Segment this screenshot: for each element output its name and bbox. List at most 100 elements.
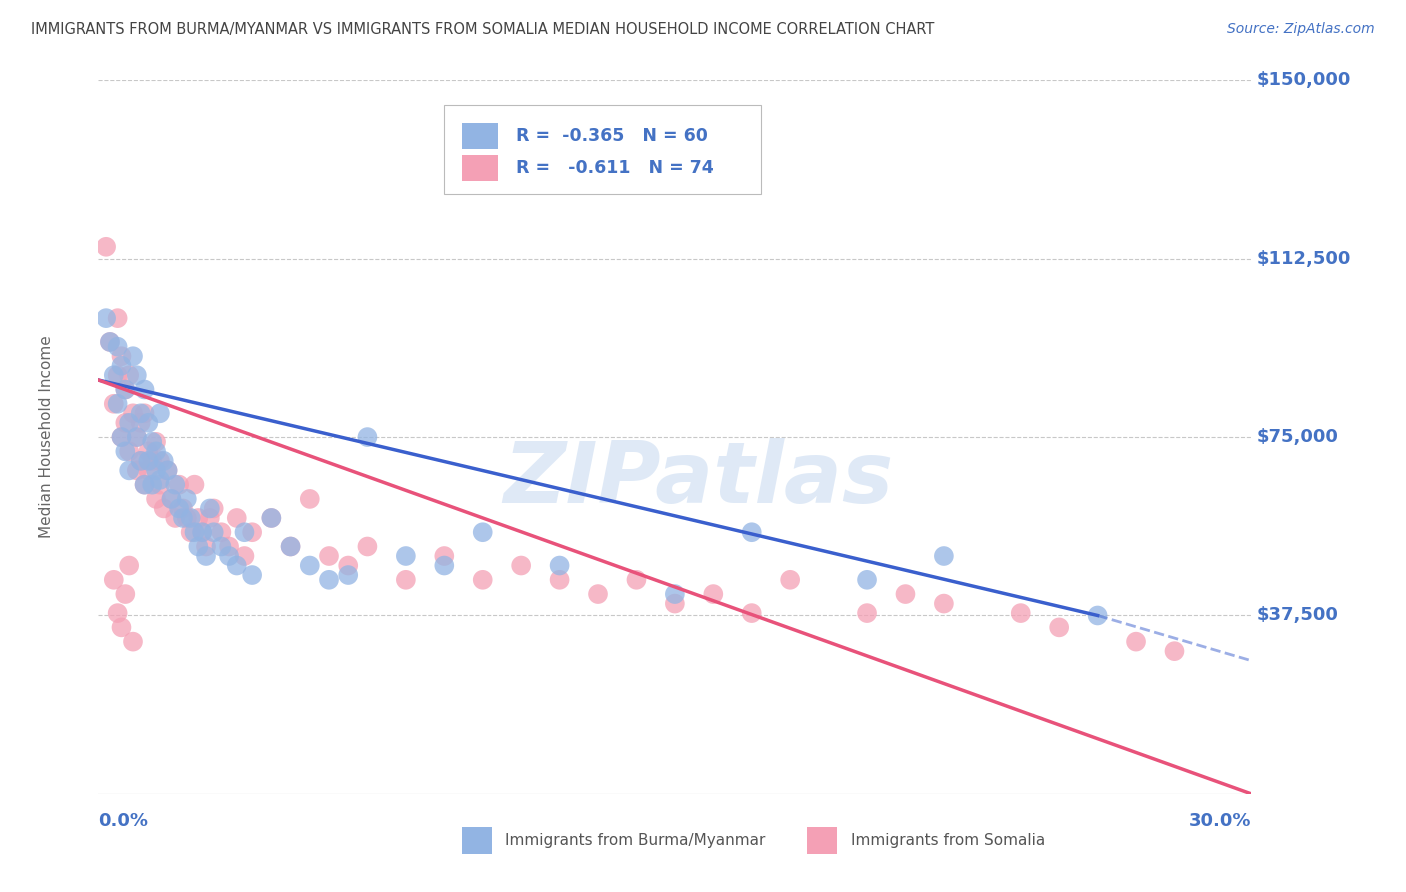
Point <box>395 573 418 587</box>
Point <box>240 568 263 582</box>
Point <box>110 430 132 444</box>
Point <box>664 597 686 611</box>
Point <box>141 454 163 468</box>
Point <box>107 368 129 383</box>
Point <box>176 491 198 506</box>
Text: 0.0%: 0.0% <box>98 812 149 830</box>
Point <box>138 444 160 458</box>
Point <box>209 540 232 554</box>
Point <box>94 240 117 254</box>
Point <box>103 397 125 411</box>
Point <box>134 406 156 420</box>
Point <box>165 477 187 491</box>
Point <box>172 501 194 516</box>
Point <box>165 511 187 525</box>
Point <box>176 511 198 525</box>
Point <box>1087 608 1109 623</box>
Point <box>932 549 955 563</box>
Point <box>209 525 232 540</box>
Point <box>125 463 148 477</box>
Point <box>548 558 571 573</box>
Point <box>233 525 256 540</box>
Point <box>149 473 172 487</box>
Point <box>233 549 256 563</box>
Point <box>471 573 494 587</box>
Point <box>1047 620 1070 634</box>
Point <box>195 549 218 563</box>
Text: R =  -0.365   N = 60: R = -0.365 N = 60 <box>516 127 707 145</box>
Point <box>145 444 167 458</box>
Point <box>202 501 225 516</box>
Point <box>145 434 167 449</box>
Point <box>107 311 129 326</box>
Point <box>141 434 163 449</box>
Point <box>356 430 378 444</box>
Point <box>191 525 214 540</box>
Point <box>149 477 172 491</box>
Point <box>180 525 202 540</box>
Text: Median Household Income: Median Household Income <box>39 335 53 539</box>
Text: ZIPatlas: ZIPatlas <box>503 438 893 522</box>
Point <box>122 406 145 420</box>
Point <box>202 525 225 540</box>
Point <box>129 454 152 468</box>
Text: $112,500: $112,500 <box>1257 250 1351 268</box>
Point <box>149 454 172 468</box>
Point <box>218 540 240 554</box>
Point <box>932 597 955 611</box>
Point <box>664 587 686 601</box>
Point <box>510 558 533 573</box>
Point <box>187 511 209 525</box>
FancyBboxPatch shape <box>444 105 762 194</box>
Point <box>138 416 160 430</box>
Point <box>240 525 263 540</box>
FancyBboxPatch shape <box>807 827 838 854</box>
Point <box>1125 634 1147 648</box>
Point <box>103 368 125 383</box>
Point <box>741 606 763 620</box>
Point <box>225 558 247 573</box>
Point <box>145 463 167 477</box>
Point <box>433 549 456 563</box>
Point <box>114 587 136 601</box>
Point <box>894 587 917 601</box>
Text: 30.0%: 30.0% <box>1189 812 1251 830</box>
Point <box>337 568 360 582</box>
Point <box>114 444 136 458</box>
Point <box>118 558 141 573</box>
Point <box>586 587 609 601</box>
Point <box>318 573 340 587</box>
Point <box>225 511 247 525</box>
Point <box>110 349 132 363</box>
Text: $37,500: $37,500 <box>1257 607 1339 624</box>
Point <box>1010 606 1032 620</box>
FancyBboxPatch shape <box>461 827 492 854</box>
Point <box>856 606 879 620</box>
Point <box>118 444 141 458</box>
Point <box>122 349 145 363</box>
Point <box>260 511 283 525</box>
Point <box>183 525 205 540</box>
Point <box>160 491 183 506</box>
Point <box>114 383 136 397</box>
Point <box>395 549 418 563</box>
Point <box>167 501 190 516</box>
Text: IMMIGRANTS FROM BURMA/MYANMAR VS IMMIGRANTS FROM SOMALIA MEDIAN HOUSEHOLD INCOME: IMMIGRANTS FROM BURMA/MYANMAR VS IMMIGRA… <box>31 22 935 37</box>
Point <box>138 463 160 477</box>
Point <box>134 477 156 491</box>
Point <box>180 511 202 525</box>
Point <box>134 477 156 491</box>
Point <box>167 477 190 491</box>
Point <box>779 573 801 587</box>
Point <box>125 368 148 383</box>
Point <box>103 573 125 587</box>
Point <box>114 383 136 397</box>
FancyBboxPatch shape <box>461 155 499 181</box>
Point <box>183 477 205 491</box>
Point <box>191 525 214 540</box>
Point <box>218 549 240 563</box>
Point <box>129 454 152 468</box>
Point <box>110 430 132 444</box>
Point <box>471 525 494 540</box>
Point <box>195 540 218 554</box>
